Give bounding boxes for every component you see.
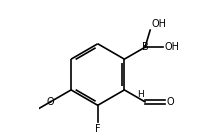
Text: O: O xyxy=(47,97,54,107)
Text: OH: OH xyxy=(152,18,167,28)
Text: F: F xyxy=(95,124,100,134)
Text: H: H xyxy=(138,90,144,99)
Text: OH: OH xyxy=(164,42,179,52)
Text: B: B xyxy=(142,42,148,52)
Text: O: O xyxy=(166,97,174,107)
